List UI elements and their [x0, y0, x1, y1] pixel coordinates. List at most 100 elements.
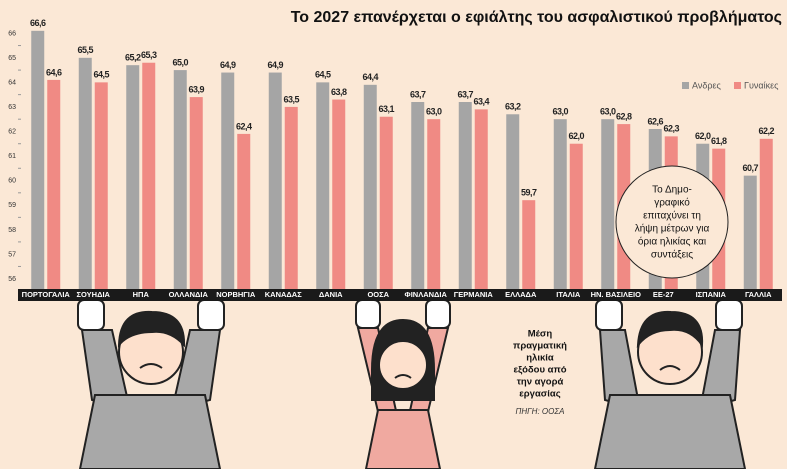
bar [569, 143, 583, 291]
y-tick-label: 63 [8, 104, 16, 111]
bar [759, 138, 773, 291]
value-label: 65,0 [172, 57, 188, 67]
bar [94, 82, 108, 291]
callout-text: γραφικό [654, 197, 690, 209]
bar [411, 102, 425, 291]
callout-text: συντάξεις [651, 249, 693, 261]
bar [78, 57, 92, 292]
bar [126, 65, 140, 291]
value-label: 64,4 [362, 72, 378, 82]
bar [743, 175, 757, 291]
x-tick-label: ΗΠΑ [133, 290, 150, 299]
illustration-left-man [77, 299, 225, 469]
bar [31, 30, 45, 292]
y-tick-label: 58 [8, 227, 16, 234]
value-label: 63,5 [283, 94, 299, 104]
y-tick-label: 59 [8, 202, 16, 209]
bar [458, 102, 472, 291]
value-label: 62,4 [236, 121, 252, 131]
value-label: 63,7 [457, 89, 473, 99]
value-label: 62,2 [758, 126, 774, 136]
value-label: 65,3 [141, 50, 157, 60]
value-label: 60,7 [742, 163, 758, 173]
chart-title: Το 2027 επανέρχεται ο εφιάλτης του ασφαλ… [291, 9, 782, 26]
y-tick-label: 66 [8, 30, 16, 37]
value-label: 64,6 [46, 67, 62, 77]
value-label: 65,2 [125, 53, 141, 63]
value-label: 63,0 [552, 107, 568, 117]
x-tick-label: ΟΟΣΑ [367, 290, 389, 299]
note-text: Μέση [528, 329, 553, 340]
bar [522, 200, 536, 291]
value-label: 64,5 [315, 70, 331, 80]
y-tick-label: 56 [8, 276, 16, 283]
bar [474, 109, 488, 291]
source-text: ΠΗΓΗ: ΟΟΣΑ [516, 407, 565, 416]
bar [237, 133, 251, 291]
y-tick-label: 57 [8, 251, 16, 258]
x-tick-label: ΙΤΑΛΙΑ [556, 290, 581, 299]
bar [506, 114, 520, 291]
bar [379, 116, 393, 292]
value-label: 59,7 [521, 188, 537, 198]
x-tick-label: ΕΕ-27 [653, 290, 674, 299]
bar [553, 119, 567, 291]
x-tick-label: ΝΟΡΒΗΓΙΑ [216, 290, 256, 299]
value-label: 63,7 [410, 89, 426, 99]
x-tick-label: ΕΛΛΑΔΑ [505, 290, 537, 299]
y-tick-label: 65 [8, 55, 16, 62]
category-strip [18, 289, 782, 301]
y-tick-label: 60 [8, 178, 16, 185]
x-tick-label: ΗΝ. ΒΑΣΙΛΕΙΟ [591, 290, 642, 299]
value-label: 62,3 [663, 124, 679, 134]
x-tick-label: ΔΑΝΙΑ [319, 290, 343, 299]
value-label: 64,9 [220, 60, 236, 70]
value-label: 63,0 [426, 107, 442, 117]
bar [142, 62, 156, 292]
x-tick-label: ΚΑΝΑΔΑΣ [265, 290, 302, 299]
x-tick-label: ΟΛΛΑΝΔΙΑ [169, 290, 209, 299]
illustration-right-man [593, 299, 747, 469]
x-tick-label: ΦΙΝΛΑΝΔΙΑ [405, 290, 448, 299]
bar [173, 70, 187, 291]
value-label: 63,2 [505, 102, 521, 112]
value-label: 61,8 [711, 136, 727, 146]
callout-text: Το Δημο- [652, 185, 692, 196]
value-label: 63,4 [473, 97, 489, 107]
bar [284, 106, 298, 291]
legend-label: Ανδρες [692, 80, 721, 90]
value-label: 63,0 [600, 107, 616, 117]
value-label: 62,0 [568, 131, 584, 141]
y-tick-label: 62 [8, 129, 16, 136]
callout-text: λήψη μέτρων για [635, 223, 710, 235]
x-tick-label: ΣΟΥΗΔΙΑ [77, 290, 111, 299]
note-text: ηλικία [526, 353, 554, 364]
bar [332, 99, 346, 291]
value-label: 63,8 [331, 87, 347, 97]
y-tick-label: 64 [8, 79, 16, 86]
note-text: πραγματική [513, 341, 567, 352]
bar [601, 119, 615, 291]
value-label: 62,8 [616, 111, 632, 121]
value-label: 64,5 [93, 70, 109, 80]
value-label: 65,5 [77, 45, 93, 55]
value-label: 62,0 [695, 131, 711, 141]
y-tick-label: 61 [8, 153, 16, 160]
bar [316, 82, 330, 291]
value-label: 64,9 [267, 60, 283, 70]
callout-text: όρια ηλικίας και [638, 236, 706, 248]
x-tick-label: ΓΕΡΜΑΝΙΑ [454, 290, 494, 299]
bar [47, 79, 61, 291]
value-label: 66,6 [30, 18, 46, 28]
value-label: 62,6 [647, 116, 663, 126]
bar [221, 72, 235, 291]
value-label: 63,1 [378, 104, 394, 114]
bar [189, 97, 203, 291]
value-label: 63,9 [188, 84, 204, 94]
note-text: την αγορά [517, 377, 564, 388]
bar [268, 72, 282, 291]
bar [363, 84, 377, 292]
callout-circle [615, 165, 729, 279]
illustration-woman [355, 299, 451, 469]
